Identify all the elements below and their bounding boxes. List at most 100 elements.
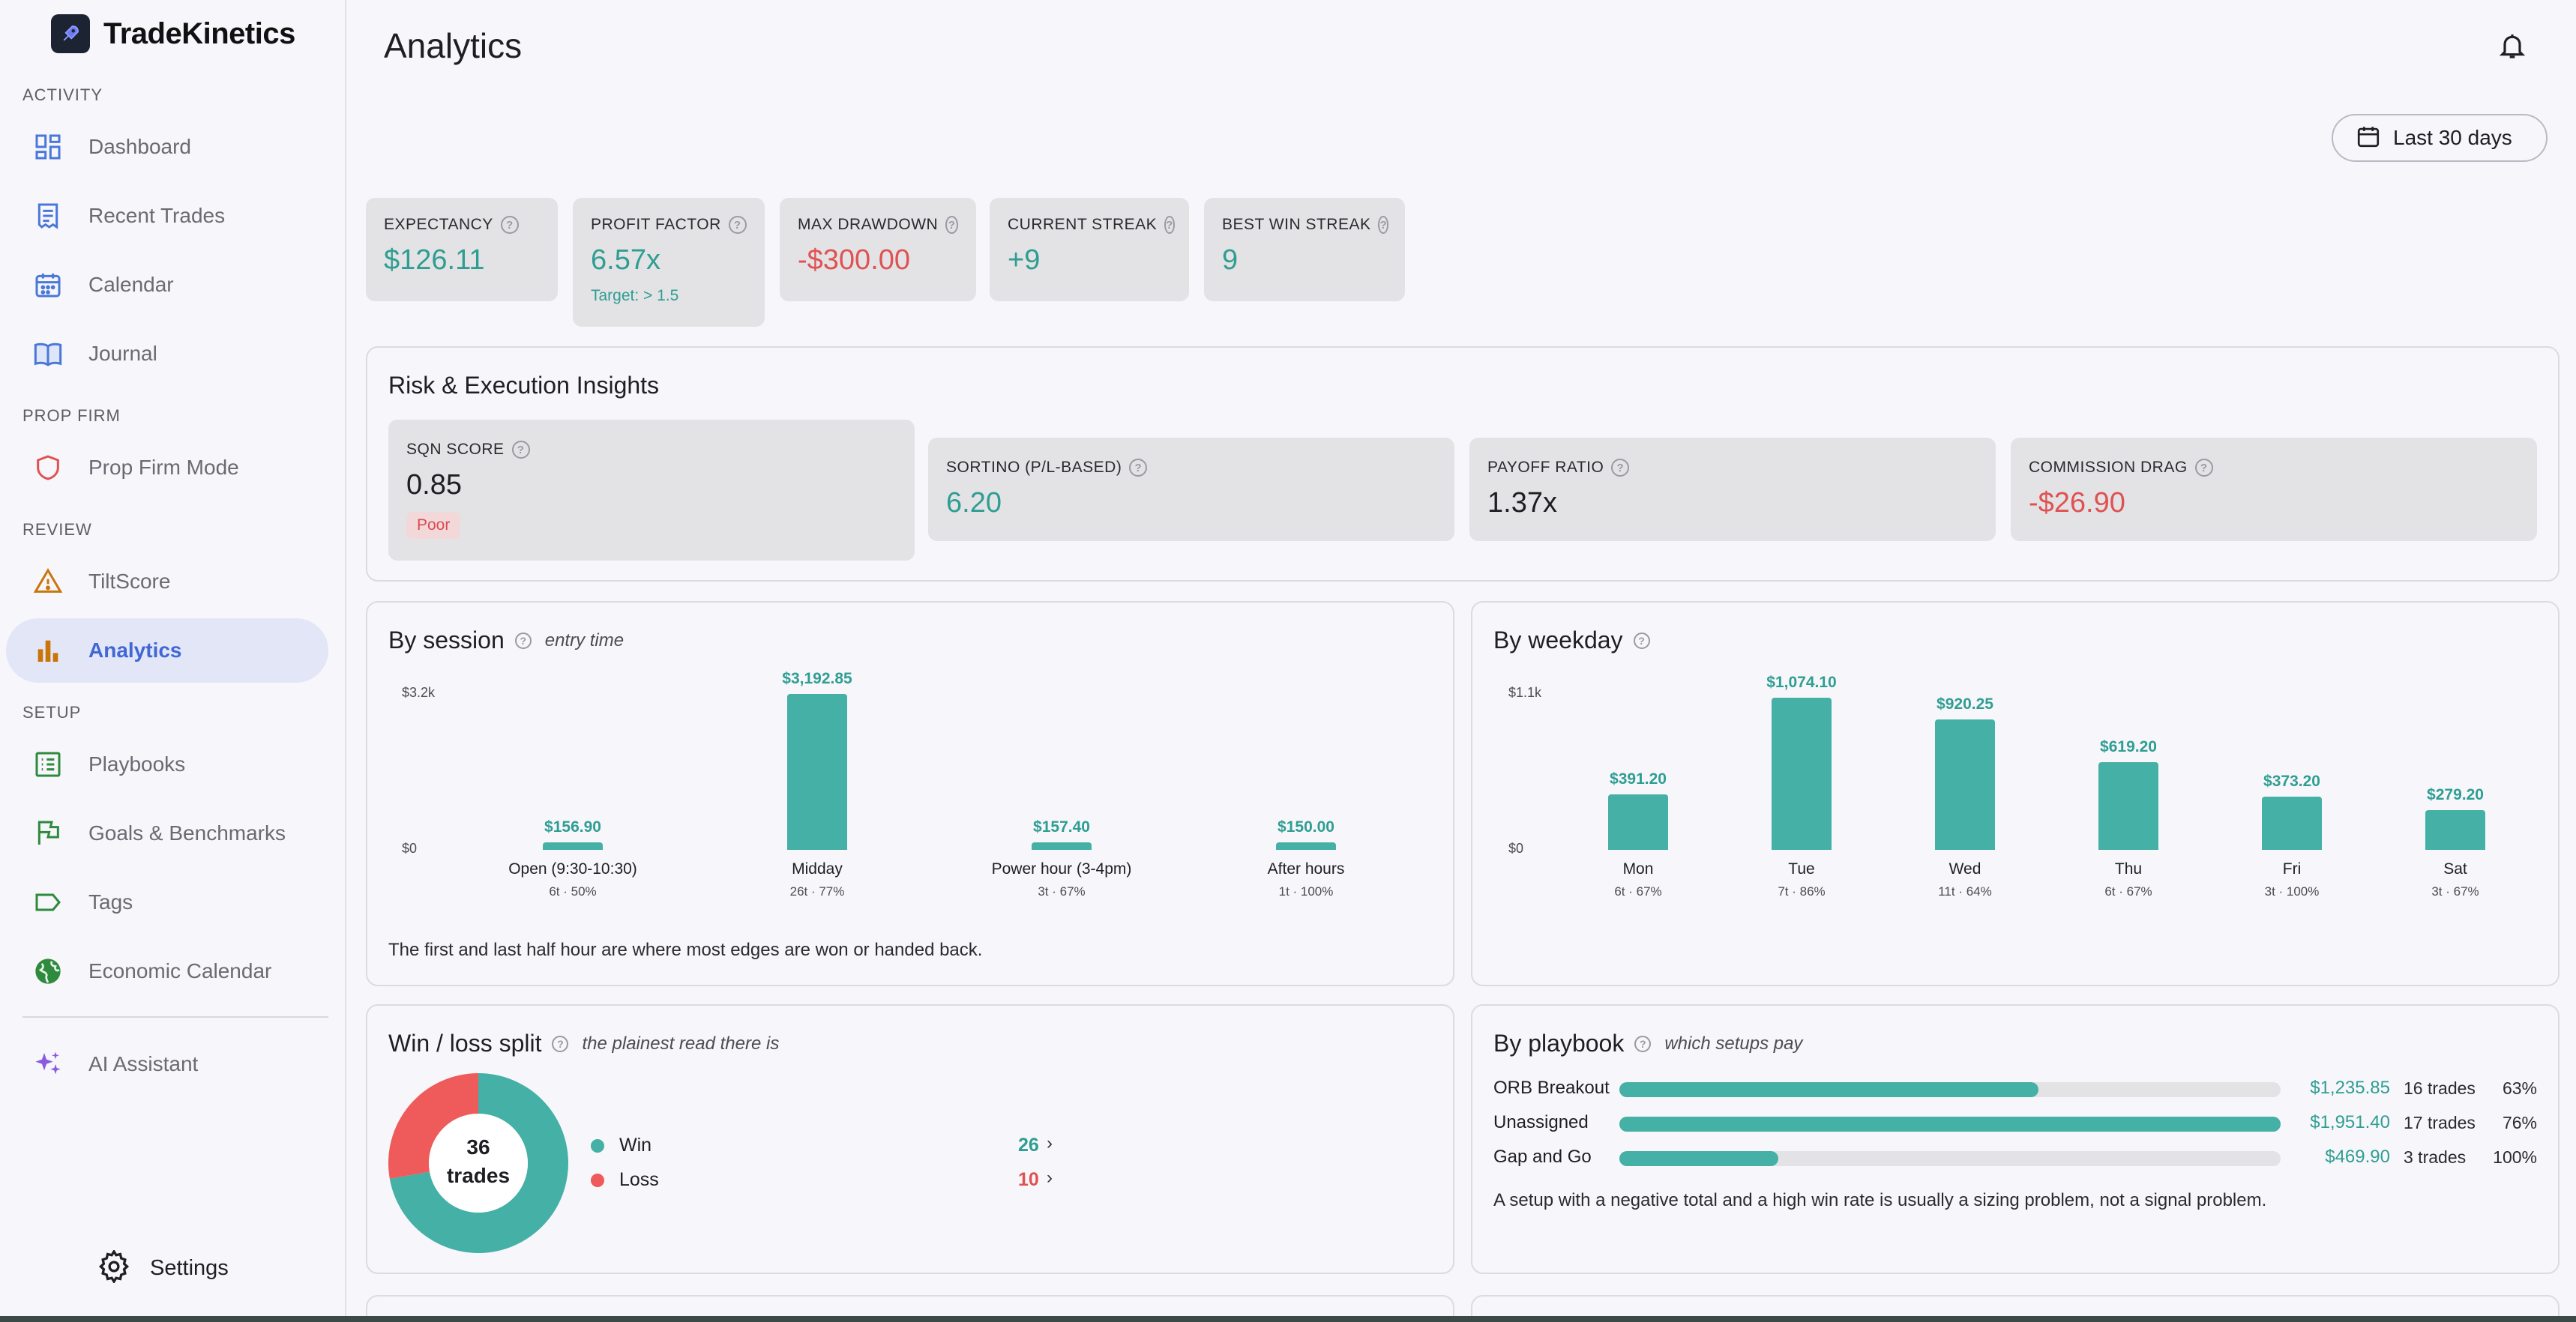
- brand[interactable]: TradeKinetics: [51, 14, 295, 53]
- playbook-bar-fill: [1619, 1082, 2038, 1097]
- help-icon[interactable]: ?: [945, 216, 958, 234]
- sidebar-item-journal[interactable]: Journal: [6, 322, 328, 386]
- chevron-right-icon[interactable]: ›: [1047, 1168, 1053, 1188]
- sidebar: TradeKinetics ACTIVITY Dashboard Recent …: [0, 0, 346, 1322]
- help-icon[interactable]: ?: [500, 216, 519, 234]
- bar: [1608, 794, 1668, 850]
- category-label: Sat: [2443, 860, 2467, 878]
- playbook-amount: $1,235.85: [2310, 1078, 2390, 1098]
- section-label-review: REVIEW: [22, 520, 92, 539]
- by-playbook-title: By playbook ? which setups pay: [1493, 1030, 1802, 1057]
- sidebar-item-goals-benchmarks[interactable]: Goals & Benchmarks: [6, 801, 328, 866]
- by-session-panel: [366, 601, 1454, 986]
- globe-icon: [30, 953, 66, 989]
- help-icon[interactable]: ?: [2194, 459, 2213, 477]
- date-range-button[interactable]: Last 30 days: [2332, 114, 2548, 162]
- help-icon[interactable]: ?: [514, 632, 532, 649]
- notifications-button[interactable]: [2494, 28, 2531, 66]
- stat-label: MAX DRAWDOWN: [798, 216, 939, 233]
- sidebar-item-tiltscore[interactable]: TiltScore: [6, 549, 328, 614]
- stat-card-current-streak: CURRENT STREAK? +9: [990, 198, 1189, 301]
- section-label-setup: SETUP: [22, 703, 82, 722]
- category-label: Power hour (3-4pm): [991, 860, 1132, 878]
- sidebar-item-playbooks[interactable]: Playbooks: [6, 732, 328, 797]
- help-icon[interactable]: ?: [1129, 459, 1148, 477]
- category-sub-label: 1t · 100%: [1278, 884, 1334, 899]
- bar: [1772, 697, 1832, 850]
- category-sub-label: 3t · 67%: [2431, 884, 2479, 899]
- legend-label: Win: [619, 1135, 652, 1156]
- sidebar-item-economic-calendar[interactable]: Economic Calendar: [6, 939, 328, 1003]
- donut-center-count: 36: [466, 1135, 490, 1159]
- playbook-bar-fill: [1619, 1151, 1779, 1166]
- playbook-bar-track: [1619, 1151, 2281, 1166]
- bar: [1935, 719, 1995, 850]
- help-icon[interactable]: ?: [1634, 1035, 1652, 1052]
- bar-value-label: $279.20: [2427, 786, 2484, 804]
- loss-dot-icon: [591, 1173, 604, 1187]
- help-icon[interactable]: ?: [1164, 216, 1175, 234]
- sidebar-item-ai-assistant[interactable]: AI Assistant: [6, 1032, 328, 1096]
- bar-value-label: $1,074.10: [1766, 673, 1837, 691]
- sidebar-item-label: Calendar: [88, 273, 174, 296]
- section-label-prop-firm: PROP FIRM: [22, 406, 121, 425]
- sidebar-item-label: Goals & Benchmarks: [88, 821, 286, 845]
- section-label-activity: ACTIVITY: [22, 85, 103, 104]
- sidebar-item-recent-trades[interactable]: Recent Trades: [6, 184, 328, 248]
- panel-title-text: By weekday: [1493, 627, 1623, 654]
- stat-label: SQN SCORE: [406, 441, 505, 458]
- flag-icon: [30, 815, 66, 851]
- help-icon[interactable]: ?: [1611, 459, 1630, 477]
- help-icon[interactable]: ?: [511, 441, 530, 459]
- legend-win[interactable]: Win: [591, 1135, 651, 1156]
- help-icon[interactable]: ?: [728, 216, 747, 234]
- bar-value-label: $3,192.85: [782, 670, 852, 688]
- sidebar-item-label: Analytics: [88, 639, 182, 662]
- stat-label: CURRENT STREAK: [1008, 216, 1158, 233]
- loss-count[interactable]: 10: [1018, 1169, 1039, 1190]
- stat-label: BEST WIN STREAK: [1222, 216, 1371, 233]
- category-label: Tue: [1788, 860, 1815, 878]
- playbook-win-rate: 63%: [2502, 1078, 2537, 1098]
- sidebar-item-dashboard[interactable]: Dashboard: [6, 115, 328, 179]
- sidebar-divider: [22, 1016, 328, 1018]
- help-icon[interactable]: ?: [552, 1035, 569, 1052]
- sidebar-item-tags[interactable]: Tags: [6, 870, 328, 935]
- playbook-name[interactable]: ORB Breakout: [1493, 1078, 1610, 1098]
- sidebar-item-label: Recent Trades: [88, 204, 226, 227]
- win-count[interactable]: 26: [1018, 1135, 1039, 1156]
- sidebar-item-calendar[interactable]: Calendar: [6, 253, 328, 317]
- list-icon: [30, 746, 66, 782]
- sidebar-item-analytics[interactable]: Analytics: [6, 618, 328, 683]
- rocket-logo-icon: [51, 14, 90, 53]
- win-dot-icon: [591, 1138, 604, 1153]
- category-sub-label: 7t · 86%: [1778, 884, 1826, 899]
- playbook-name[interactable]: Unassigned: [1493, 1112, 1589, 1132]
- stat-label: COMMISSION DRAG: [2029, 459, 2188, 476]
- risk-insights-title: Risk & Execution Insights: [388, 372, 659, 399]
- bar-value-label: $373.20: [2263, 773, 2320, 791]
- dashboard-icon: [30, 129, 66, 165]
- tag-icon: [30, 884, 66, 920]
- panel-title-text: Risk & Execution Insights: [388, 372, 660, 399]
- insight-payoff-ratio: PAYOFF RATIO? 1.37x: [1469, 438, 1996, 541]
- settings-button[interactable]: Settings: [97, 1247, 229, 1289]
- calendar-icon: [2356, 124, 2381, 153]
- category-label: Wed: [1948, 860, 1981, 878]
- bar: [2262, 797, 2322, 850]
- stat-value: 9: [1222, 244, 1239, 276]
- donut-slice-win[interactable]: [389, 1073, 568, 1253]
- playbook-name[interactable]: Gap and Go: [1493, 1147, 1592, 1167]
- help-icon[interactable]: ?: [1378, 216, 1389, 234]
- stat-label: PROFIT FACTOR: [591, 216, 721, 233]
- sidebar-item-prop-firm-mode[interactable]: Prop Firm Mode: [6, 435, 328, 500]
- y-tick-label: $1.1k: [1508, 685, 1542, 700]
- chevron-right-icon[interactable]: ›: [1047, 1133, 1053, 1153]
- legend-loss[interactable]: Loss: [591, 1169, 659, 1191]
- sidebar-item-label: TiltScore: [88, 570, 171, 593]
- calendar-icon: [30, 267, 66, 303]
- panel-note: the plainest read there is: [582, 1033, 780, 1054]
- help-icon[interactable]: ?: [1633, 632, 1650, 649]
- donut-slice-loss[interactable]: [388, 1073, 478, 1179]
- category-sub-label: 3t · 100%: [2264, 884, 2320, 899]
